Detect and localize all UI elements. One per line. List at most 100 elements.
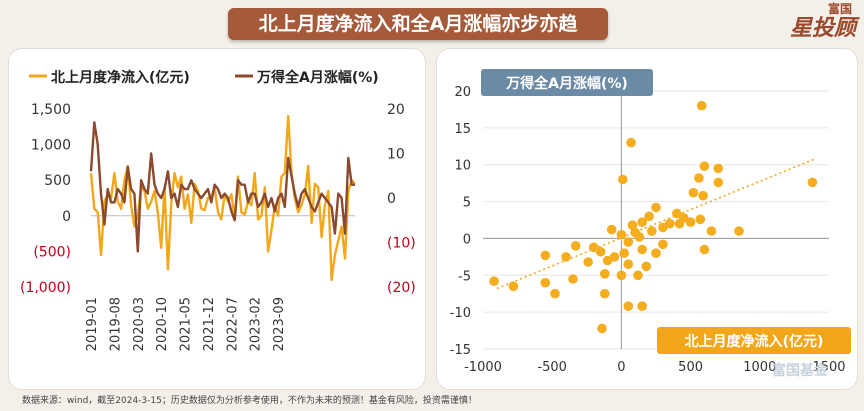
brand-big: 星投顾 xyxy=(789,16,856,41)
footnote: 数据来源：wind，截至2024-3-15；历史数据仅为分析参考使用，不作为未来… xyxy=(22,396,477,406)
legend-label-0: 北上月度净流入(亿元) xyxy=(51,69,190,86)
brand-logo: 富国 星投顾 xyxy=(790,2,856,42)
scatter-point-55 xyxy=(597,323,607,334)
x-tick-label: 2023-02 xyxy=(249,297,264,351)
y-left-tick-label: 0 xyxy=(62,209,71,225)
x-tick-label: 2019-08 xyxy=(108,297,123,351)
scatter-point-10 xyxy=(651,202,661,213)
x-tick-label: 2021-05 xyxy=(179,297,194,351)
scatter-point-41 xyxy=(583,257,593,267)
y-left-tick-label: 500 xyxy=(44,173,71,189)
scatter-point-54 xyxy=(623,301,634,311)
scatter-point-4 xyxy=(694,173,704,183)
scatter-point-17 xyxy=(674,218,685,229)
scatter-point-30 xyxy=(588,242,599,253)
x-tick-label: 2020-03 xyxy=(132,297,147,351)
scatter-point-31 xyxy=(570,241,581,251)
y-tick-label: 20 xyxy=(454,85,471,100)
scatter-point-48 xyxy=(540,277,551,288)
scatter-point-15 xyxy=(685,217,696,227)
y-tick-label: -5 xyxy=(458,269,471,284)
scatter-point-50 xyxy=(489,276,499,286)
scatter-point-43 xyxy=(540,250,551,261)
scatter-point-42 xyxy=(561,252,571,262)
scatter-point-52 xyxy=(600,288,610,299)
scatter-point-19 xyxy=(627,220,638,230)
scatter-point-38 xyxy=(602,255,613,266)
y-left-tick-label: 1,500 xyxy=(31,102,71,118)
scatter-chart: 20 15 10 5 0 -5 -10 -15 -1000 -500 0 500 1000 1500 万得全… xyxy=(450,69,851,375)
scatter-point-6 xyxy=(713,177,724,188)
watermark: 富国基金 xyxy=(772,363,828,379)
scatter-point-28 xyxy=(623,237,634,247)
y-tick-label: -15 xyxy=(450,343,471,358)
y-left-tick-label: 1,000 xyxy=(31,138,71,154)
scatter-point-0 xyxy=(696,100,707,111)
scatter-point-22 xyxy=(706,226,717,236)
scatter-point-36 xyxy=(699,244,710,255)
y-tick-label: 15 xyxy=(454,122,471,137)
scatter-point-53 xyxy=(637,301,647,311)
scatter-point-1 xyxy=(626,137,636,148)
scatter-point-46 xyxy=(633,270,643,281)
scatter-point-12 xyxy=(644,211,654,222)
scatter-point-20 xyxy=(658,222,668,233)
scatter-point-7 xyxy=(807,177,818,188)
y-right-tick-label: 10 xyxy=(387,147,405,163)
scatter-point-5 xyxy=(618,174,628,185)
scatter-point-21 xyxy=(647,226,657,236)
x-tick-label: 2019-01 xyxy=(85,297,100,351)
y-right-tick-label: (10) xyxy=(387,236,416,252)
scatter-point-47 xyxy=(568,274,578,284)
y-left-tick-label: (500) xyxy=(33,244,71,260)
brand-small: 富国 xyxy=(827,2,852,16)
scatter-point-49 xyxy=(508,281,519,292)
x-tick-label: 2022-07 xyxy=(225,297,240,351)
x-tick-label: 0 xyxy=(617,360,625,375)
y-left-tick-label: (1,000) xyxy=(20,280,71,296)
y-right-tick-label: 0 xyxy=(387,191,396,207)
series-line-0 xyxy=(89,114,356,282)
x-tick-label: 1000 xyxy=(743,360,776,375)
series-line-1 xyxy=(89,121,355,253)
x-tick-label: 1500 xyxy=(812,360,845,375)
x-tick-label: 2023-09 xyxy=(272,297,287,351)
x-tick-label: -500 xyxy=(537,360,567,375)
y-tick-label: 5 xyxy=(463,196,471,211)
scatter-point-24 xyxy=(606,224,617,235)
legend-label-1: 万得全A月涨幅(%) xyxy=(256,69,379,86)
y-right-tick-label: 20 xyxy=(387,102,405,118)
scatter-point-23 xyxy=(734,226,744,236)
scatter-point-45 xyxy=(616,270,627,281)
scatter-point-51 xyxy=(550,288,560,299)
scatter-point-40 xyxy=(641,261,652,272)
xlabel-box xyxy=(657,327,851,354)
right-chart-panel: 20 15 10 5 0 -5 -10 -15 -1000 -500 0 500 1000 1500 万得全… xyxy=(436,48,858,390)
page-title: 北上月度净流入和全A月涨幅亦步亦趋 xyxy=(228,8,608,40)
scatter-point-27 xyxy=(634,232,645,242)
y-tick-label: 0 xyxy=(463,232,471,247)
scatter-point-3 xyxy=(713,163,724,174)
line-chart: 北上月度净流入(亿元) 万得全A月涨幅(%) 1,500 1,000 500 0 (500)… xyxy=(20,69,416,351)
xlabel: 北上月度净流入(亿元) xyxy=(685,333,824,350)
scatter-point-44 xyxy=(600,269,610,279)
scatter-point-35 xyxy=(651,248,661,258)
trendline xyxy=(496,158,816,290)
scatter-point-25 xyxy=(616,229,627,240)
scatter-point-11 xyxy=(672,208,682,219)
scatter-point-39 xyxy=(623,259,634,269)
scatter-point-32 xyxy=(595,246,606,257)
x-tick-label: 500 xyxy=(678,360,703,375)
x-tick-label: 2020-10 xyxy=(155,297,170,351)
ylabel-box xyxy=(481,69,653,96)
scatter-point-14 xyxy=(695,214,706,225)
left-chart-panel: 北上月度净流入(亿元) 万得全A月涨幅(%) 1,500 1,000 500 0 (500)… xyxy=(8,48,426,390)
scatter-point-29 xyxy=(658,239,668,250)
y-tick-label: -10 xyxy=(450,306,471,321)
x-tick-label: 2021-12 xyxy=(202,297,217,351)
ylabel: 万得全A月涨幅(%) xyxy=(505,75,628,92)
y-right-tick-label: (20) xyxy=(387,280,416,296)
scatter-point-18 xyxy=(637,217,647,227)
y-tick-label: 10 xyxy=(454,159,471,174)
scatter-point-9 xyxy=(698,190,708,201)
